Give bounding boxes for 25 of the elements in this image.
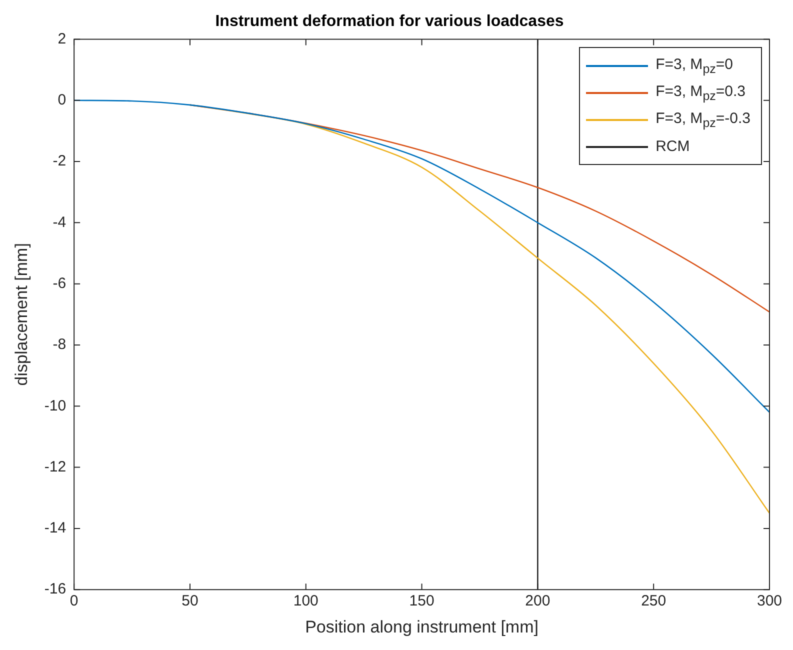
legend-label: F=3, M$_{pz}$=0 [656, 56, 733, 76]
x-tick-label: 50 [182, 592, 198, 610]
y-tick-label: -14 [44, 520, 66, 537]
y-axis-title: displacement [mm] [12, 243, 31, 386]
legend-label: RCM [656, 138, 690, 156]
x-tick-label: 300 [756, 592, 782, 610]
x-tick-label: 150 [409, 592, 434, 610]
legend-label: F=3, M$_{pz}$=0.3 [656, 82, 746, 103]
x-tick-label: 250 [641, 592, 666, 610]
y-tick-label: -6 [52, 274, 66, 292]
y-tick-label: -2 [52, 152, 66, 170]
y-tick-label: 2 [58, 30, 66, 48]
x-tick-label: 100 [293, 592, 318, 610]
chart-title: Instrument deformation for various loadcases [215, 13, 564, 30]
y-tick-label: -16 [44, 580, 66, 598]
x-axis-title: Position along instrument [mm] [305, 617, 538, 636]
x-tick-label: 0 [70, 592, 78, 610]
line-series [189, 104, 770, 313]
y-tick-label: -12 [44, 458, 66, 476]
x-tick-label: 200 [525, 592, 550, 610]
y-tick-label: 0 [58, 91, 66, 108]
y-tick-label: -8 [52, 336, 66, 354]
legend-label: F=3, M$_{pz}$=-0.3 [656, 110, 750, 130]
y-tick-label: -10 [44, 397, 66, 414]
y-tick-label: -4 [52, 214, 66, 231]
